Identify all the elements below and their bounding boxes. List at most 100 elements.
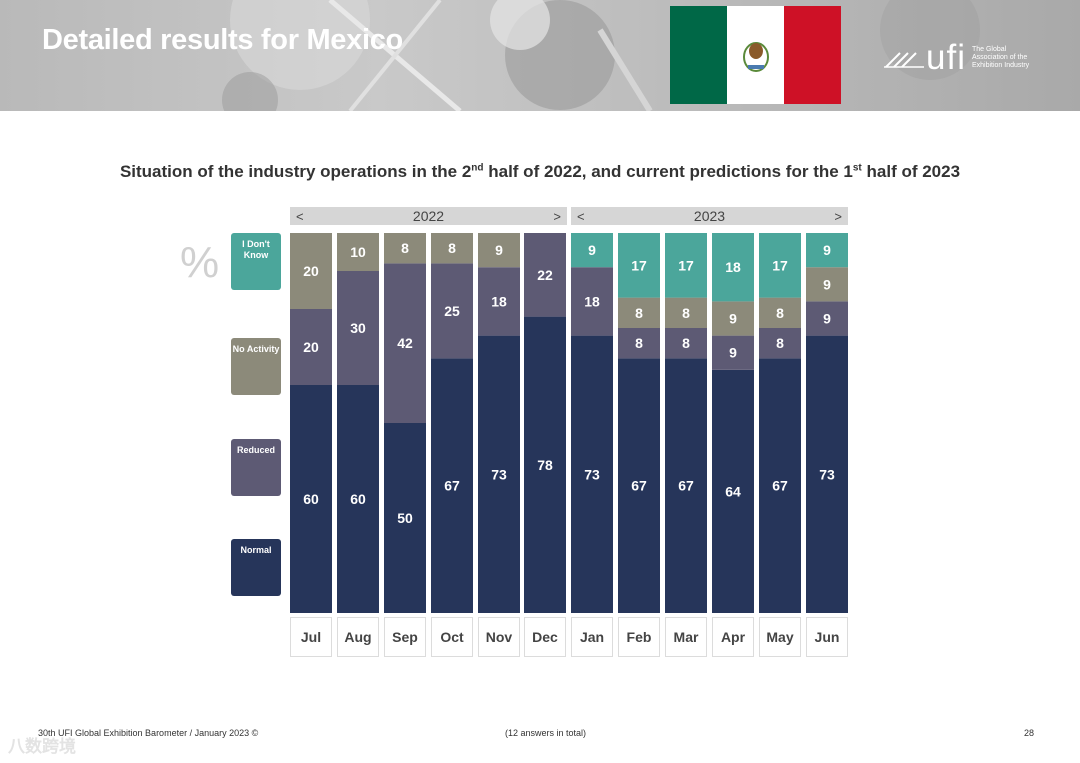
month-label-jun: Jun (806, 617, 848, 657)
chart-title: Situation of the industry operations in … (119, 162, 961, 181)
bar-segment-normal-apr (712, 369, 754, 613)
month-label-may: May (759, 617, 801, 657)
bar-segment-reduced-oct (431, 263, 473, 359)
data-label: 8 (776, 335, 784, 351)
data-label: 10 (350, 244, 366, 260)
bar-segment-reduced-aug (337, 271, 379, 385)
legend-reduced: Reduced (231, 439, 281, 496)
data-label: 18 (491, 293, 507, 309)
coat-of-arms-icon (743, 42, 769, 72)
data-label: 9 (823, 242, 831, 258)
bar-segment-no-activity-may (759, 297, 801, 328)
data-label: 8 (448, 240, 456, 256)
data-label: 9 (729, 311, 737, 327)
bar-segment-i-don-t-know-jan (571, 233, 613, 268)
bar-segment-no-activity-jun (806, 267, 848, 302)
year-prev-arrow: < (577, 208, 585, 224)
year-band-2022: < 2022 > (290, 207, 567, 225)
bar-segment-reduced-feb (618, 328, 660, 359)
ufi-logo-lines-icon (884, 52, 924, 68)
watermark: 八数跨境 (8, 737, 76, 756)
mexico-flag (670, 6, 841, 104)
year-next-arrow: > (834, 208, 842, 224)
bar-segment-no-activity-sep (384, 233, 426, 264)
year-next-arrow: > (553, 208, 561, 224)
bar-segment-i-don-t-know-may (759, 233, 801, 298)
data-label: 17 (772, 257, 788, 273)
ufi-logo: ufi The Global Association of the Exhibi… (884, 40, 1042, 76)
bar-segment-i-don-t-know-apr (712, 233, 754, 302)
data-label: 73 (491, 466, 507, 482)
bar-segment-no-activity-nov (478, 233, 520, 268)
bar-segment-no-activity-oct (431, 233, 473, 264)
page-number: 28 (1024, 728, 1035, 738)
data-label: 64 (725, 483, 741, 499)
bar-segment-normal-feb (618, 358, 660, 613)
data-label: 60 (350, 491, 366, 507)
data-label: 9 (729, 345, 737, 361)
data-label: 78 (537, 457, 553, 473)
bar-segment-no-activity-aug (337, 233, 379, 271)
legend-normal: Normal (231, 539, 281, 596)
bar-segment-reduced-dec (524, 233, 566, 317)
percent-unit-label: % (180, 238, 220, 287)
bar-segment-normal-jul (290, 385, 332, 613)
legend-label: Normal (240, 545, 272, 555)
ufi-logo-tagline: The Global Association of the Exhibition… (971, 46, 1030, 69)
data-label: 9 (823, 276, 831, 292)
ufi-logo-text: ufi (926, 38, 966, 77)
data-label: 18 (584, 293, 600, 309)
data-label: 8 (635, 335, 643, 351)
bar-segment-normal-may (759, 358, 801, 613)
bar-segment-normal-mar (665, 358, 707, 613)
bar-segment-normal-jun (806, 335, 848, 613)
month-label-dec: Dec (524, 617, 566, 657)
data-label: 20 (303, 339, 319, 355)
data-label: 20 (303, 263, 319, 279)
bar-segment-no-activity-feb (618, 297, 660, 328)
data-label: 17 (678, 257, 694, 273)
data-label: 9 (588, 242, 596, 258)
month-label-aug: Aug (337, 617, 379, 657)
year-label-2023: 2023 (693, 208, 726, 224)
data-label: 8 (776, 305, 784, 321)
bar-segment-normal-jan (571, 335, 613, 613)
bar-segment-i-don-t-know-mar (665, 233, 707, 298)
data-label: 9 (495, 242, 503, 258)
data-label: 67 (631, 478, 647, 494)
bar-segment-normal-sep (384, 423, 426, 613)
data-label: 67 (444, 478, 460, 494)
year-prev-arrow: < (296, 208, 304, 224)
data-label: 73 (819, 466, 835, 482)
month-label-jul: Jul (290, 617, 332, 657)
data-label: 9 (823, 311, 831, 327)
bar-segment-reduced-mar (665, 328, 707, 359)
bar-segment-reduced-jan (571, 267, 613, 336)
legend-dont-know: I Don't Know (231, 233, 281, 290)
data-label: 73 (584, 466, 600, 482)
footer-source: 30th UFI Global Exhibition Barometer / J… (38, 728, 259, 738)
month-label-jan: Jan (571, 617, 613, 657)
month-label-oct: Oct (431, 617, 473, 657)
data-label: 8 (682, 305, 690, 321)
data-label: 25 (444, 303, 460, 319)
header-banner: Detailed results for Mexico ufi The Glob… (0, 0, 1080, 111)
bar-segment-i-don-t-know-jun (806, 233, 848, 268)
data-label: 17 (631, 257, 647, 273)
data-label: 8 (401, 240, 409, 256)
data-label: 8 (635, 305, 643, 321)
data-label: 60 (303, 491, 319, 507)
bar-segment-reduced-sep (384, 263, 426, 423)
bar-segment-normal-oct (431, 358, 473, 613)
bar-segment-reduced-jul (290, 309, 332, 385)
bar-segment-no-activity-jul (290, 233, 332, 309)
year-band-2023: < 2023 > (571, 207, 848, 225)
bar-segment-no-activity-mar (665, 297, 707, 328)
legend-label: I Don't Know (242, 239, 270, 260)
bar-segment-no-activity-apr (712, 301, 754, 336)
bar-segment-reduced-jun (806, 301, 848, 336)
bar-segment-normal-dec (524, 316, 566, 613)
bar-segment-reduced-apr (712, 335, 754, 370)
bar-segment-reduced-nov (478, 267, 520, 336)
year-label-2022: 2022 (412, 208, 445, 224)
